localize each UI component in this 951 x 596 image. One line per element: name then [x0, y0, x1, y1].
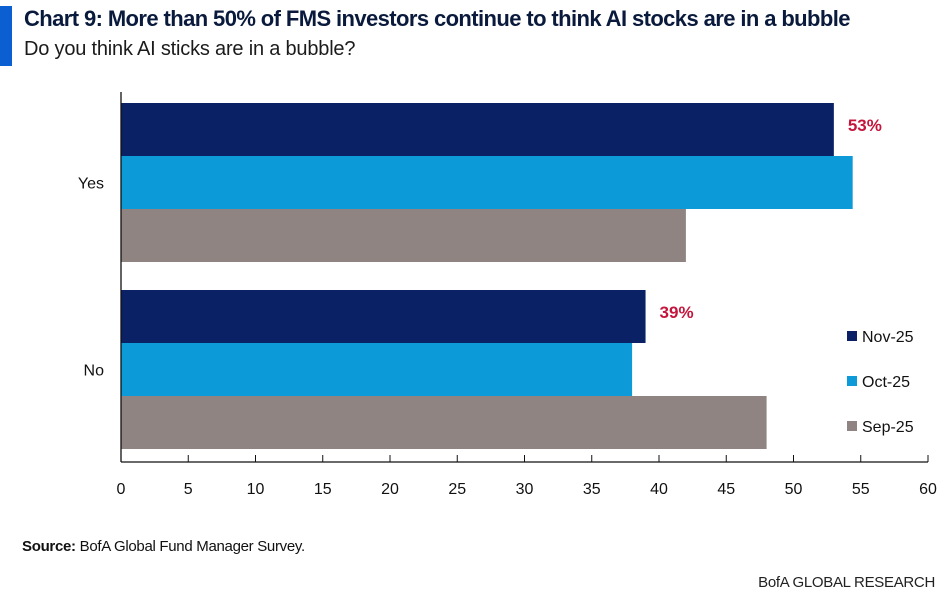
chart-title: Chart 9: More than 50% of FMS investors …: [24, 6, 850, 31]
x-tick-label: 20: [381, 481, 399, 498]
legend-swatch-sep-25: [847, 421, 857, 431]
x-tick-label: 30: [516, 481, 534, 498]
x-tick-label: 50: [785, 481, 803, 498]
x-tick-label: 15: [314, 481, 332, 498]
x-tick-label: 25: [448, 481, 466, 498]
x-tick-label: 40: [650, 481, 668, 498]
x-tick-label: 5: [184, 481, 193, 498]
bar-yes-nov-25: [121, 103, 834, 156]
bar-yes-oct-25: [121, 156, 853, 209]
bar-no-oct-25: [121, 343, 633, 396]
source-label: Source:: [22, 538, 76, 555]
x-tick-label: 45: [717, 481, 735, 498]
category-label-yes: Yes: [78, 176, 104, 193]
x-tick-label: 60: [919, 481, 937, 498]
x-tick-label: 10: [247, 481, 265, 498]
chart-subtitle: Do you think AI sticks are in a bubble?: [24, 38, 356, 60]
category-label-no: No: [84, 363, 105, 380]
data-label-no: 39%: [660, 303, 694, 322]
source-text: BofA Global Fund Manager Survey.: [75, 538, 306, 555]
x-tick-label: 55: [852, 481, 870, 498]
bar-no-nov-25: [121, 290, 646, 343]
data-label-yes: 53%: [848, 116, 882, 135]
legend-swatch-oct-25: [847, 376, 857, 386]
title-accent-bar: [0, 6, 12, 66]
bar-no-sep-25: [121, 396, 767, 449]
x-tick-label: 0: [117, 481, 126, 498]
x-tick-label: 35: [583, 481, 601, 498]
bar-chart: Yes No 53% 39% 0 5 10 15 20 25 30 35 40 45 50 55 60 Nov-2…: [78, 92, 937, 498]
footer-brand: BofA GLOBAL RESEARCH: [758, 574, 935, 591]
legend-swatch-nov-25: [847, 331, 857, 341]
legend-label-oct-25: Oct-25: [862, 374, 910, 391]
legend-label-nov-25: Nov-25: [862, 329, 914, 346]
source-note: Source: BofA Global Fund Manager Survey.: [22, 538, 305, 555]
legend-label-sep-25: Sep-25: [862, 419, 914, 436]
bar-yes-sep-25: [121, 209, 686, 262]
